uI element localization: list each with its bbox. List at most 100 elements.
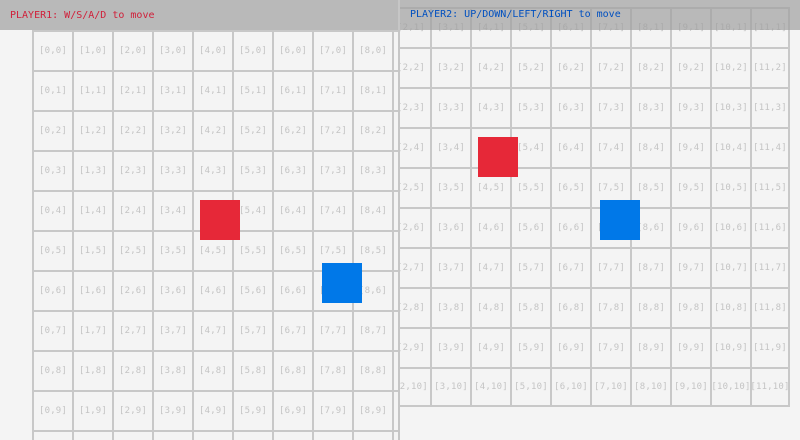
player1-header: PLAYER1: W/S/A/D to move <box>0 0 398 30</box>
grid-cell: [3,6] <box>152 270 192 310</box>
grid-cell: [7,7] <box>590 247 630 287</box>
grid-cell: [7,3] <box>312 150 352 190</box>
grid-cell: [10,10] <box>710 367 750 407</box>
grid-cell: [2,2] <box>400 47 430 87</box>
grid-cell: [3,9] <box>430 327 470 367</box>
grid-cell: [10,2] <box>710 47 750 87</box>
grid-cell: [3,9] <box>152 390 192 430</box>
grid-cell: [5,3] <box>510 87 550 127</box>
grid-cell: [3,4] <box>152 190 192 230</box>
grid-cell: [3,2] <box>152 110 192 150</box>
grid-cell: [7,0] <box>312 30 352 70</box>
grid-cell: [3,5] <box>430 167 470 207</box>
grid-cell: [9,10] <box>670 367 710 407</box>
grid-cell: [9,4] <box>670 127 710 167</box>
grid-cell: [7,5] <box>590 167 630 207</box>
grid-cell: [4,7] <box>192 310 232 350</box>
grid-cell: [2,4] <box>112 190 152 230</box>
grid-cell: [0,6] <box>32 270 72 310</box>
grid-cell: [6,9] <box>272 390 312 430</box>
grid-cell: [2,1] <box>112 70 152 110</box>
grid-cell: [5,8] <box>232 350 272 390</box>
grid-cell: [6,7] <box>550 247 590 287</box>
grid-cell: [7,5] <box>312 230 352 270</box>
grid-cell: [1,3] <box>72 150 112 190</box>
grid-cell: [9,7] <box>670 247 710 287</box>
player1-square <box>478 137 518 177</box>
grid-cell <box>392 70 398 110</box>
grid-cell: [3,3] <box>152 150 192 190</box>
grid-cell: [1,8] <box>72 350 112 390</box>
grid-cell: [2,3] <box>400 87 430 127</box>
grid-cell: [4,8] <box>192 350 232 390</box>
grid-cell <box>392 30 398 70</box>
grid-cell: [8,5] <box>352 230 392 270</box>
grid-cell: [3,5] <box>152 230 192 270</box>
grid-cell: [6,8] <box>272 350 312 390</box>
grid-cell: [5,3] <box>232 150 272 190</box>
grid-cell: [2,4] <box>400 127 430 167</box>
grid-cell: [4,2] <box>192 110 232 150</box>
grid-cell: [2,6] <box>112 270 152 310</box>
grid-cell: [1,2] <box>72 110 112 150</box>
grid-cell: [0,4] <box>32 190 72 230</box>
grid-cell: [1,1] <box>72 70 112 110</box>
grid-cell: [0,8] <box>32 350 72 390</box>
grid-cell <box>392 110 398 150</box>
grid-cell <box>312 430 352 440</box>
grid-cell <box>352 430 392 440</box>
player2-square <box>600 200 640 240</box>
grid-cell: [7,9] <box>590 327 630 367</box>
grid-cell: [2,3] <box>112 150 152 190</box>
grid-cell: [11,10] <box>750 367 790 407</box>
grid-cell: [7,8] <box>312 350 352 390</box>
grid-cell: [2,5] <box>400 167 430 207</box>
grid-cell: [5,10] <box>510 367 550 407</box>
grid-cell: [10,5] <box>710 167 750 207</box>
grid-cell: [6,3] <box>272 150 312 190</box>
grid-cell: [8,4] <box>352 190 392 230</box>
grid-cell <box>232 430 272 440</box>
grid-cell: [9,3] <box>670 87 710 127</box>
grid-cell: [4,0] <box>192 30 232 70</box>
grid-cell: [2,2] <box>112 110 152 150</box>
grid-cell: [3,8] <box>430 287 470 327</box>
grid-cell: [3,0] <box>152 30 192 70</box>
grid-cell: [3,4] <box>430 127 470 167</box>
grid-cell: [2,7] <box>112 310 152 350</box>
grid-cell: [0,0] <box>32 30 72 70</box>
grid-cell: [6,1] <box>272 70 312 110</box>
grid-cell <box>112 430 152 440</box>
grid-cell: [6,9] <box>550 327 590 367</box>
grid-cell: [3,6] <box>430 207 470 247</box>
grid-cell: [4,7] <box>470 247 510 287</box>
grid-cell: [8,10] <box>630 367 670 407</box>
grid-cell: [8,3] <box>352 150 392 190</box>
grid-cell: [10,8] <box>710 287 750 327</box>
grid-cell: [1,6] <box>72 270 112 310</box>
grid-cell: [8,2] <box>352 110 392 150</box>
grid-cell: [4,9] <box>470 327 510 367</box>
grid-cell: [11,6] <box>750 207 790 247</box>
grid-cell: [7,3] <box>590 87 630 127</box>
grid-cell: [5,6] <box>232 270 272 310</box>
grid-cell: [4,3] <box>192 150 232 190</box>
grid-cell: [3,7] <box>152 310 192 350</box>
grid-cell: [6,5] <box>550 167 590 207</box>
grid-cell: [5,6] <box>510 207 550 247</box>
grid-cell: [8,1] <box>352 70 392 110</box>
grid-cell: [3,1] <box>152 70 192 110</box>
grid-cell: [7,10] <box>590 367 630 407</box>
grid-cell: [5,1] <box>232 70 272 110</box>
grid-cell: [7,4] <box>590 127 630 167</box>
grid-cell: [10,9] <box>710 327 750 367</box>
grid-cell: [0,1] <box>32 70 72 110</box>
grid-cell: [6,3] <box>550 87 590 127</box>
grid-cell: [10,7] <box>710 247 750 287</box>
player1-viewport: [0,0] [1,0] [2,0] [3,0] [4,0] [5,0] [6,0] [7,0]… <box>0 0 398 440</box>
grid-cell: [9,6] <box>670 207 710 247</box>
grid-cell: [5,9] <box>232 390 272 430</box>
grid-cell: [2,0] <box>112 30 152 70</box>
grid-cell: [2,9] <box>400 327 430 367</box>
grid-cell: [8,5] <box>630 167 670 207</box>
